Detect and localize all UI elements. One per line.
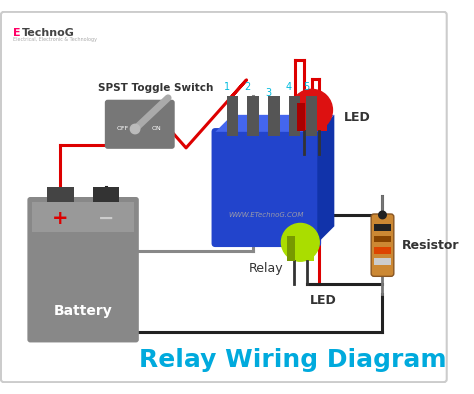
Bar [306,96,317,136]
Bar [289,96,301,136]
Text: 3: 3 [265,88,271,98]
Text: Electrical, Electronic & Technology: Electrical, Electronic & Technology [13,37,97,43]
Polygon shape [317,115,334,243]
Text: Resistor: Resistor [401,239,459,252]
Text: OFF: OFF [117,126,129,130]
Text: 1: 1 [224,82,230,92]
Bar [374,247,391,254]
Bar [297,102,305,131]
FancyBboxPatch shape [371,214,394,276]
Bar [287,242,313,261]
Text: LED: LED [344,111,371,124]
Text: +: + [52,209,69,228]
Text: LED: LED [310,294,337,307]
Bar [374,225,391,231]
Text: SPST Toggle Switch: SPST Toggle Switch [98,83,214,93]
Bar [374,236,391,242]
Text: 4: 4 [286,82,292,92]
Circle shape [291,89,332,131]
Bar [287,236,295,261]
Bar [247,96,259,136]
Bar [92,187,119,202]
Text: −: − [98,209,114,228]
Text: Relay: Relay [249,262,283,275]
Text: E: E [13,28,21,38]
FancyBboxPatch shape [1,12,447,382]
Text: Battery: Battery [54,304,112,318]
Bar [32,202,134,232]
Bar [47,187,73,202]
FancyBboxPatch shape [27,197,139,342]
Bar [227,96,238,136]
Polygon shape [215,115,334,132]
FancyBboxPatch shape [211,128,321,247]
Circle shape [282,223,319,261]
Circle shape [130,124,140,134]
Text: 2: 2 [244,82,251,92]
Text: WWW.ETechnoG.COM: WWW.ETechnoG.COM [228,212,304,218]
Bar [268,96,280,136]
Text: TechnoG: TechnoG [22,28,74,38]
Text: ON: ON [152,126,162,130]
Circle shape [379,211,386,219]
FancyBboxPatch shape [105,100,175,149]
Text: 5: 5 [303,82,309,92]
Text: Relay Wiring Diagram: Relay Wiring Diagram [139,348,447,372]
Bar [374,258,391,265]
Bar [297,110,327,131]
